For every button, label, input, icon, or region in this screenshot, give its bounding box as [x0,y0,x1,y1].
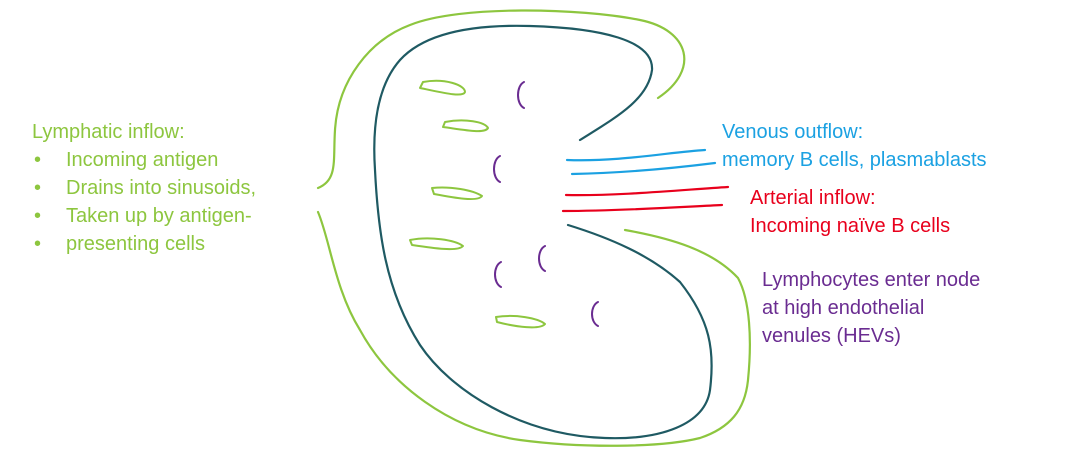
hev-label-line: Lymphocytes enter node [762,269,981,291]
arterial-vessel [564,185,730,197]
venous-outflow-title: Venous outflow: [722,121,864,143]
hev-mark [538,245,546,272]
hev-label: Lymphocytes enter node at high endotheli… [762,266,980,350]
venous-vessel [570,161,717,176]
hev-label-line: venules (HEVs) [762,325,901,347]
lymphatic-inflow-label: Lymphatic inflow: Incoming antigen Drain… [32,118,256,258]
venous-outflow-label: Venous outflow: memory B cells, plasmabl… [722,118,987,174]
venous-outflow-detail: memory B cells, plasmablasts [722,149,987,171]
sinusoid [442,119,489,133]
venous-vessel [565,148,707,162]
hev-label-line: at high endothelial [762,297,925,319]
hev-mark [493,155,501,183]
lymphatic-bullet: Incoming antigen [32,146,256,174]
sinusoid [409,237,464,251]
lymphatic-bullet: Taken up by antigen- [32,202,256,230]
sinusoid [431,186,483,201]
arterial-vessel [561,203,724,213]
hev-mark [517,81,525,109]
arterial-inflow-detail: Incoming naïve B cells [750,215,951,237]
sinusoid [495,314,546,329]
hev-mark [591,301,599,327]
lymphatic-bullet: presenting cells [32,230,256,258]
arterial-inflow-title: Arterial inflow: [750,187,876,209]
lymphatic-inflow-list: Incoming antigen Drains into sinusoids, … [32,146,256,258]
lymphatic-bullet: Drains into sinusoids, [32,174,256,202]
lymphatic-inflow-title: Lymphatic inflow: [32,121,185,143]
hev-mark [494,261,502,288]
arterial-inflow-label: Arterial inflow: Incoming naïve B cells [750,184,950,240]
node-capsule-outline [316,9,751,447]
node-body-outline [373,24,713,440]
sinusoid [419,79,466,96]
